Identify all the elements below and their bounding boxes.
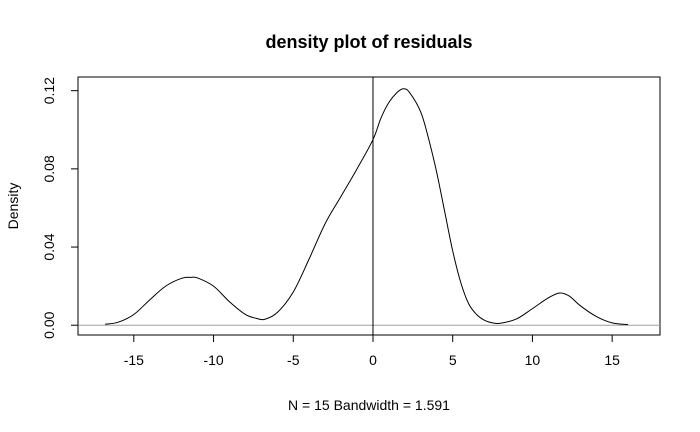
series-layer (105, 88, 629, 326)
plot-frame (77, 76, 661, 336)
reference-lines (78, 77, 660, 335)
y-tick-label: 0.12 (41, 77, 57, 104)
x-tick-label: 15 (604, 352, 620, 368)
x-tick-label: 10 (525, 352, 541, 368)
y-axis-label: Density (5, 183, 21, 230)
x-axis-label: N = 15 Bandwidth = 1.591 (288, 397, 450, 413)
y-tick-label: 0.00 (41, 311, 57, 338)
x-tick-label: -15 (124, 352, 144, 368)
chart-title: density plot of residuals (265, 32, 472, 52)
x-tick-label: 0 (369, 352, 377, 368)
y-axis: 0.00 0.04 0.08 0.12 (41, 77, 79, 339)
x-tick-label: -5 (287, 352, 300, 368)
y-tick-label: 0.04 (41, 233, 57, 260)
x-tick-label: 5 (449, 352, 457, 368)
density-curve-0 (105, 88, 629, 326)
y-tick-label: 0.08 (41, 155, 57, 182)
x-axis: -15 -10 -5 0 5 10 15 (124, 334, 620, 368)
x-tick-label: -10 (203, 352, 223, 368)
